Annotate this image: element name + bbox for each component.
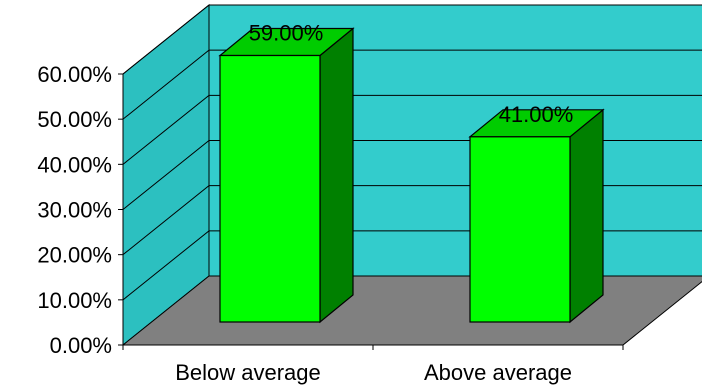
bar-front	[219, 54, 321, 323]
y-tick-label: 10.00%	[37, 288, 112, 313]
y-tick-label: 30.00%	[37, 198, 112, 223]
x-category-label: Above average	[424, 360, 572, 385]
axes	[118, 73, 624, 350]
y-tick-label: 50.00%	[37, 107, 112, 132]
bar-side	[569, 108, 604, 324]
bar-side	[319, 27, 354, 324]
bar-0	[218, 27, 355, 324]
bars	[218, 27, 605, 324]
data-label: 59.00%	[249, 21, 324, 46]
gridlines	[122, 4, 702, 301]
y-tick-label: 0.00%	[50, 333, 112, 358]
gridline-6	[122, 4, 702, 75]
gridline-4	[122, 94, 702, 165]
bar-front	[469, 136, 571, 323]
bar-1	[468, 108, 605, 324]
y-tick-label: 60.00%	[37, 62, 112, 87]
y-tick-label: 40.00%	[37, 152, 112, 177]
floor-plane	[121, 275, 702, 346]
labels: 0.00% 10.00% 20.00% 30.00% 40.00% 50.00% 60.00…	[37, 21, 573, 385]
gridline-5	[122, 49, 702, 120]
data-label: 41.00%	[499, 102, 574, 127]
chart-floor	[121, 275, 702, 346]
y-tick-label: 20.00%	[37, 243, 112, 268]
x-category-label: Below average	[175, 360, 321, 385]
